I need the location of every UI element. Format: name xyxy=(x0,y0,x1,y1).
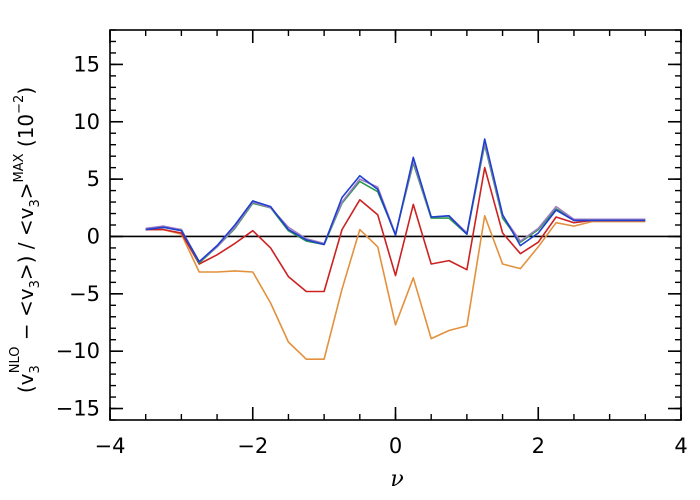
x-tick-label: −4 xyxy=(95,434,126,458)
x-axis-label: ν xyxy=(390,467,403,492)
plot-frame xyxy=(109,29,682,421)
x-tick-label: −2 xyxy=(237,434,268,458)
y-tick-label: 10 xyxy=(73,110,100,134)
series-line-5 xyxy=(145,138,646,263)
y-tick-label: −15 xyxy=(56,397,100,421)
y-tick-label: 15 xyxy=(73,52,100,76)
series-line-4 xyxy=(145,141,646,263)
x-tick-label: 0 xyxy=(389,434,402,458)
series-line-1 xyxy=(145,215,646,361)
x-tick-label: 4 xyxy=(674,434,687,458)
series-layer xyxy=(145,138,646,361)
y-tick-label: 5 xyxy=(87,167,100,191)
major-ticks xyxy=(109,30,682,420)
series-line-2 xyxy=(145,166,646,293)
y-tick-label: 0 xyxy=(87,224,100,248)
tick-labels: −4 −2 0 2 4 −15 −10 −5 0 5 10 15 xyxy=(56,52,688,458)
y-tick-label: −5 xyxy=(69,282,100,306)
minor-ticks xyxy=(109,29,682,421)
x-tick-label: 2 xyxy=(532,434,545,458)
y-axis-label: (v3NLO − <v3>) / <v3>MAX (10−2) xyxy=(8,87,43,393)
y-tick-label: −10 xyxy=(56,339,100,363)
series-line-3 xyxy=(145,143,646,264)
